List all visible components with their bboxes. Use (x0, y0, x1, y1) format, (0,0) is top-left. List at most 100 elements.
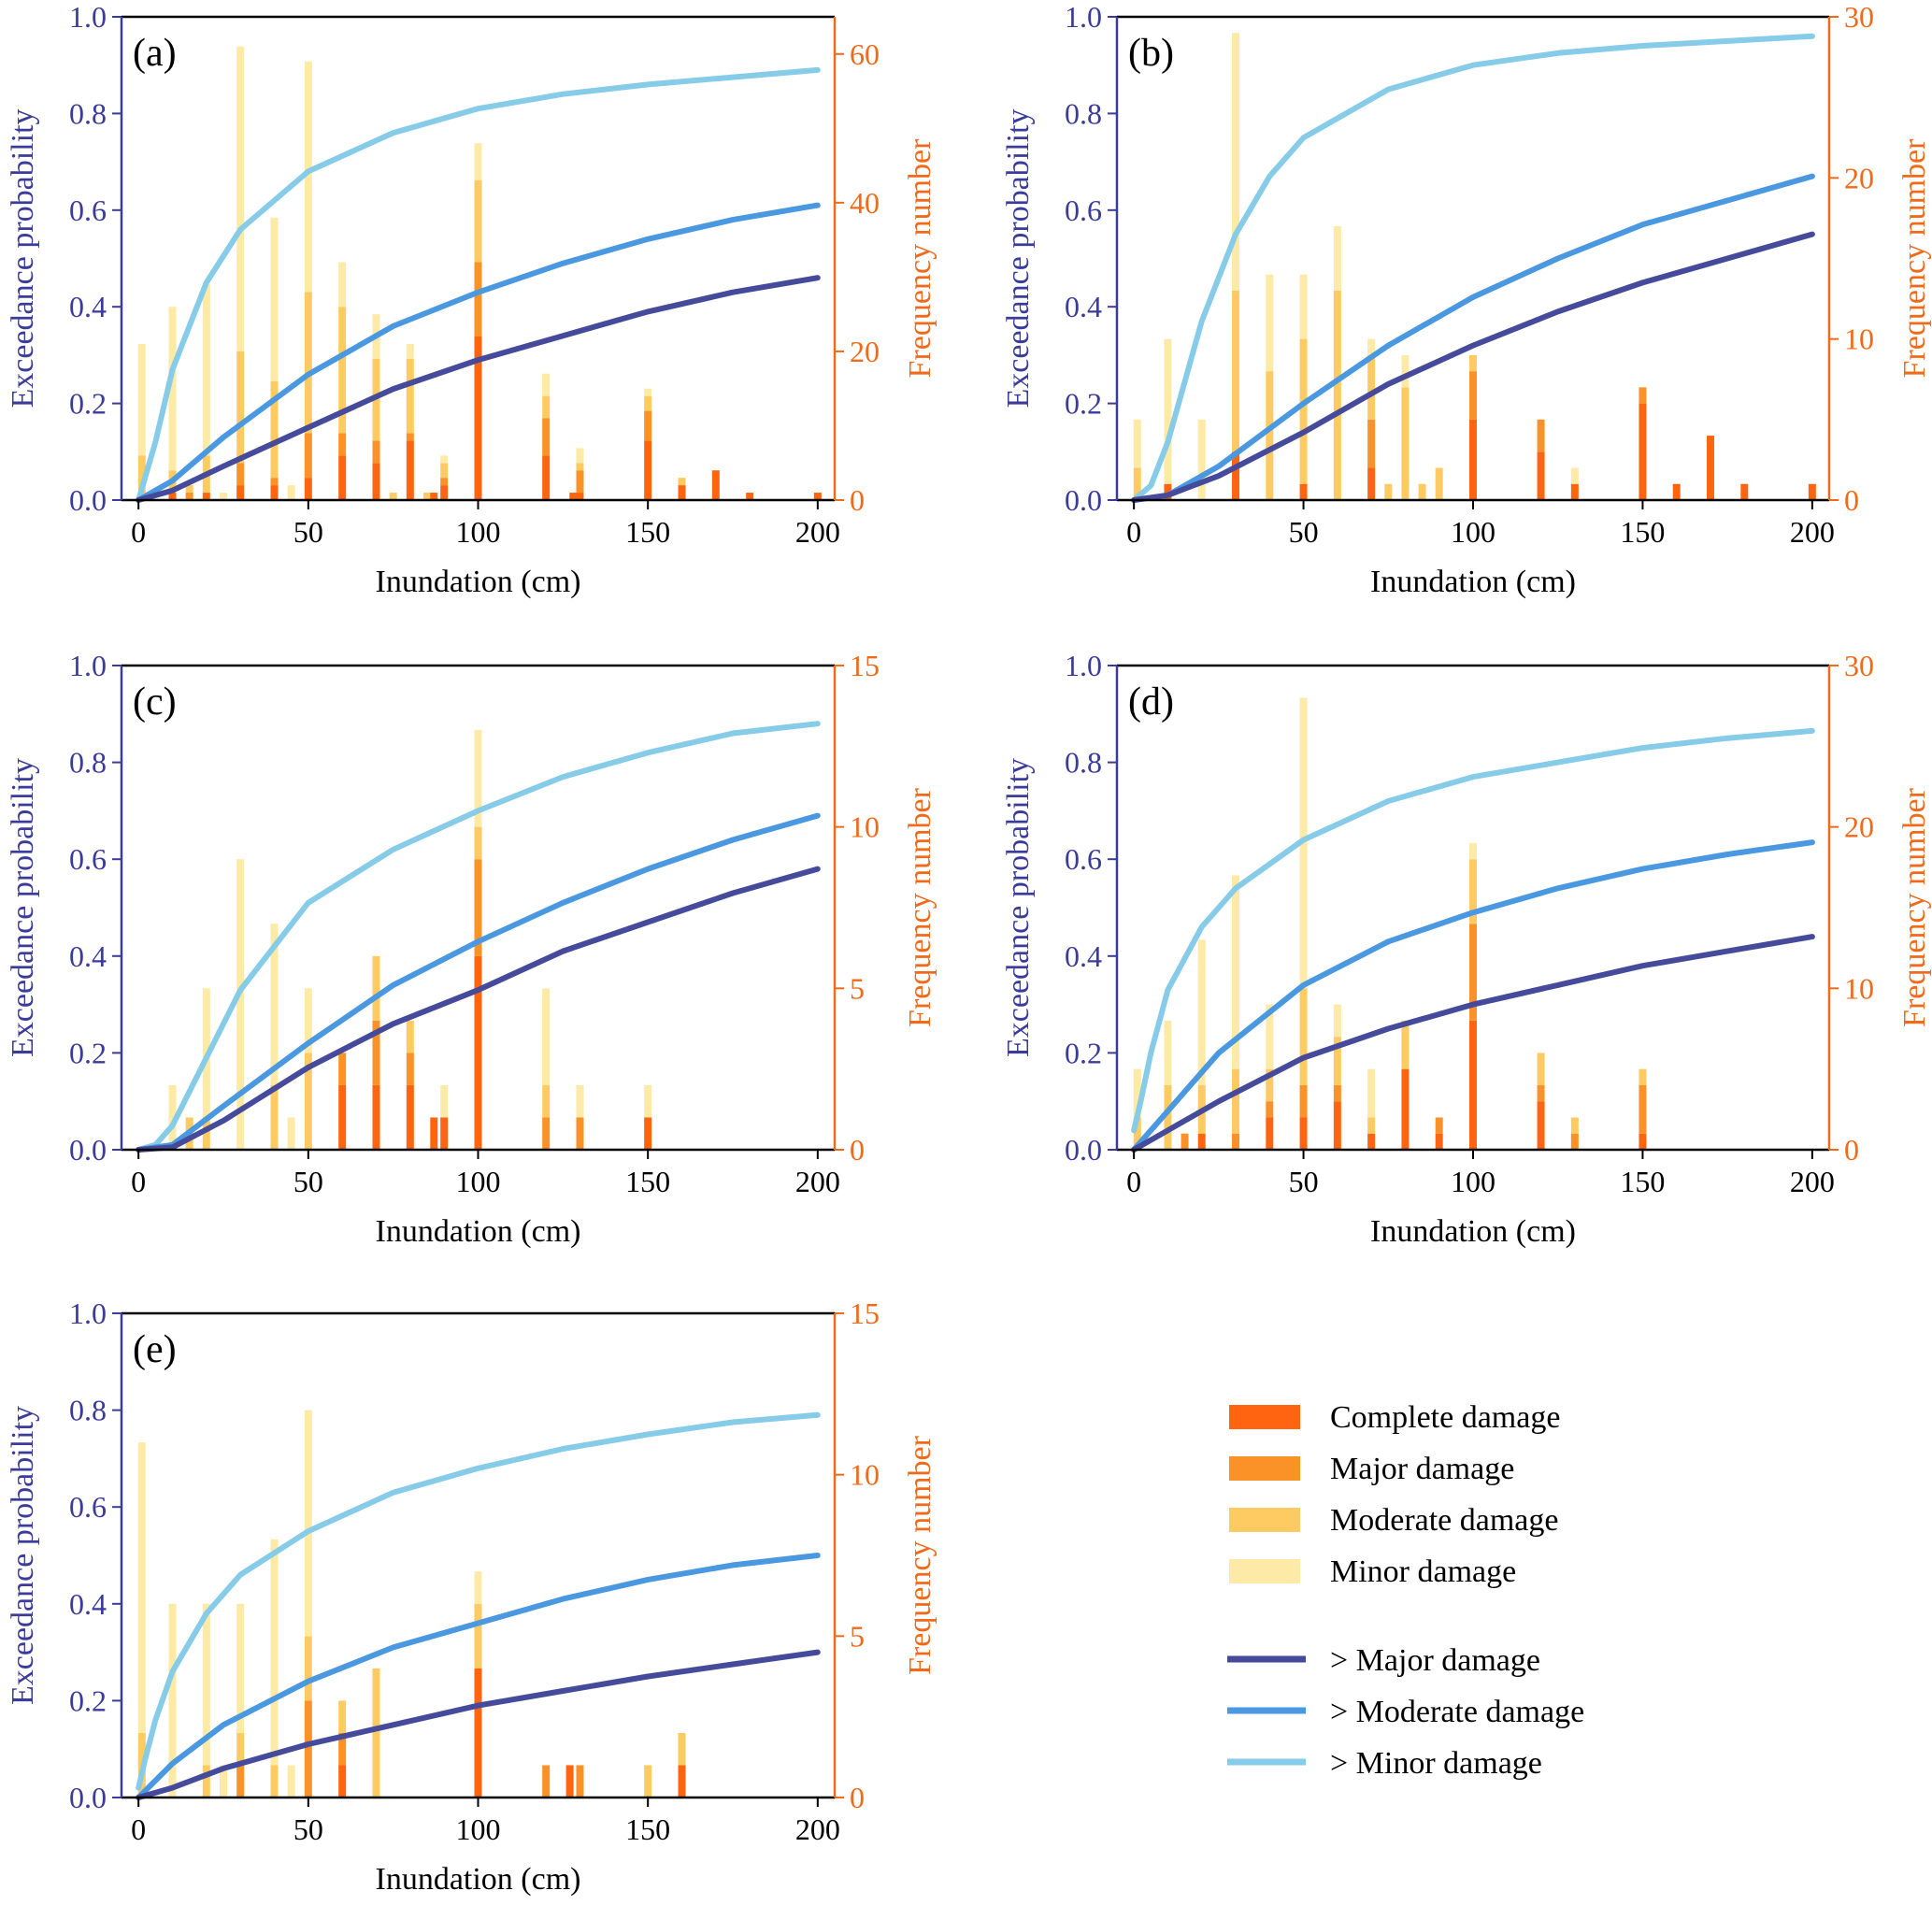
x-tick-label: 150 (625, 1165, 670, 1198)
x-tick-label: 0 (1126, 1165, 1141, 1198)
bar-minor (1266, 1004, 1274, 1069)
bar-complete (1435, 1133, 1443, 1150)
bar-minor (474, 1571, 482, 1604)
x-tick-label: 150 (625, 1812, 670, 1846)
bar-major (576, 1765, 584, 1798)
y-right-axis-label: Frequency number (903, 138, 937, 379)
bar-moderate (1418, 483, 1426, 500)
x-tick-label: 200 (1790, 515, 1835, 549)
legend-label: > Minor damage (1330, 1746, 1542, 1781)
bar-complete (1740, 483, 1749, 500)
bar-minor (644, 388, 652, 396)
bar-moderate (1133, 1117, 1141, 1150)
y-left-tick-label: 0.8 (69, 746, 107, 780)
bar-major (1537, 1084, 1545, 1102)
y-right-tick-label: 20 (1844, 161, 1874, 194)
bar-major (1181, 1133, 1189, 1150)
bar-complete (338, 455, 347, 500)
bar-moderate (474, 826, 482, 860)
curve-moderate (136, 812, 821, 1153)
curve-minor (136, 66, 821, 503)
curve-moderate (136, 1553, 821, 1800)
bar-complete (1197, 1133, 1206, 1150)
bar-moderate (406, 358, 414, 434)
bar-minor (270, 924, 279, 1085)
y-left-tick-label: 1.0 (1065, 649, 1102, 682)
x-tick-label: 50 (293, 1812, 323, 1846)
curve-minor (136, 721, 821, 1153)
bar-complete (576, 493, 584, 500)
bar-minor (474, 143, 482, 180)
bar-moderate (236, 351, 245, 464)
y-right-tick-label: 5 (850, 1619, 865, 1653)
bar-moderate (1435, 467, 1443, 500)
y-right-tick-label: 10 (850, 810, 880, 844)
bar-moderate (236, 1732, 245, 1766)
panel-label: (c) (133, 680, 177, 723)
bar-moderate (389, 493, 397, 500)
y-right-tick-label: 20 (1844, 810, 1874, 844)
bar-complete (813, 493, 822, 500)
curve-major (1131, 231, 1815, 503)
x-axis-label: Inundation (cm) (376, 1214, 581, 1249)
bar-moderate (1367, 354, 1376, 420)
bar-major (1639, 387, 1647, 404)
curve-major (136, 275, 821, 503)
bar-major (1570, 1133, 1579, 1150)
bar-major (338, 1732, 347, 1766)
bar-minor (168, 307, 177, 471)
bar-major (1232, 1133, 1239, 1150)
bar-minor (406, 343, 414, 359)
bar-minor (1469, 842, 1477, 860)
bar-moderate (474, 179, 482, 263)
curve-major (136, 866, 821, 1153)
y-left-tick-label: 1.0 (1065, 0, 1102, 34)
bar-minor (1197, 419, 1206, 500)
x-axis-label: Inundation (cm) (1370, 565, 1576, 599)
bar-complete (440, 1117, 449, 1150)
bar-complete (1299, 483, 1308, 500)
x-tick-label: 50 (1289, 515, 1319, 549)
bar-major (406, 433, 414, 441)
bar-major (406, 1053, 414, 1085)
bar-complete (430, 1117, 438, 1150)
x-tick-label: 50 (1289, 1165, 1319, 1198)
x-tick-label: 0 (1126, 515, 1141, 549)
bar-minor (1367, 1068, 1376, 1118)
bar-minor (270, 1539, 279, 1766)
legend-label: > Major damage (1330, 1643, 1540, 1678)
bar-minor (1570, 467, 1579, 484)
panel-a: 0 50 100 150 200 0.0 0.2 0.4 0.6 0.8 1.0 0 20 40 60 Inu… (6, 0, 937, 599)
bar-major (440, 478, 449, 486)
bar-moderate (1232, 1068, 1239, 1134)
y-left-tick-label: 1.0 (69, 0, 107, 34)
bar-moderate (423, 493, 431, 500)
y-left-tick-label: 0.6 (1065, 193, 1102, 227)
y-left-tick-label: 0.4 (1065, 939, 1102, 973)
bar-minor (1164, 1020, 1172, 1085)
bar-moderate (1232, 290, 1239, 452)
bar-moderate (270, 1765, 279, 1798)
y-left-tick-label: 0.8 (69, 96, 107, 130)
bar-major (185, 493, 193, 500)
bar-major (1639, 1084, 1647, 1134)
bar-moderate (1537, 1053, 1545, 1085)
curve-minor (136, 1411, 821, 1791)
bar-minor (304, 61, 312, 293)
bar-minor (542, 988, 551, 1085)
x-tick-label: 200 (795, 1165, 840, 1198)
curve-major (1131, 934, 1815, 1153)
bar-complete (678, 1765, 686, 1798)
panel-c: 0 50 100 150 200 0.0 0.2 0.4 0.6 0.8 1.0 0 5 10 15 Inun… (6, 649, 937, 1249)
x-axis-label: Inundation (cm) (376, 565, 581, 599)
y-left-tick-label: 0.0 (69, 483, 107, 517)
y-right-tick-label: 60 (850, 37, 880, 71)
y-left-axis-label: Exceedance probability (6, 1406, 40, 1705)
bar-minor (644, 1084, 652, 1118)
y-left-tick-label: 0.2 (1065, 387, 1102, 421)
bar-moderate (576, 463, 584, 471)
bar-complete (406, 440, 414, 500)
bar-moderate (1401, 1020, 1410, 1069)
bar-major (576, 1117, 584, 1150)
